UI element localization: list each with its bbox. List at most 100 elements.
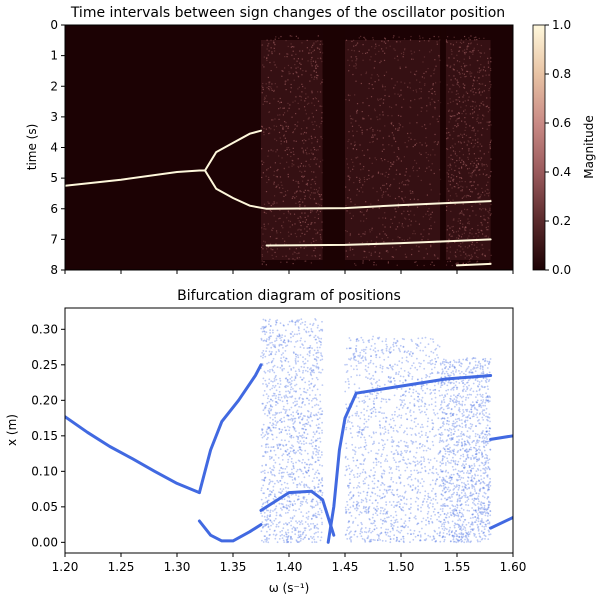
heatmap-speckle xyxy=(465,253,467,255)
heatmap-speckle xyxy=(420,91,422,93)
scatter-point xyxy=(288,426,291,429)
scatter-point xyxy=(270,380,273,382)
heatmap-speckle xyxy=(302,133,304,135)
scatter-point xyxy=(289,538,292,540)
heatmap-speckle xyxy=(364,250,366,253)
scatter-point xyxy=(360,463,363,466)
scatter-point xyxy=(266,538,268,540)
scatter-point xyxy=(280,475,283,478)
heatmap-speckle xyxy=(483,115,485,117)
heatmap-speckle xyxy=(311,142,313,144)
heatmap-speckle xyxy=(315,188,318,191)
scatter-point xyxy=(400,525,402,528)
scatter-point xyxy=(265,431,268,434)
heatmap-speckle xyxy=(311,92,313,94)
heatmap-speckle xyxy=(295,202,297,204)
scatter-point xyxy=(371,338,374,341)
heatmap-speckle xyxy=(488,192,490,194)
heatmap-speckle xyxy=(457,93,459,95)
scatter-point xyxy=(352,368,355,371)
scatter-point xyxy=(396,521,399,523)
heatmap-speckle xyxy=(283,107,285,109)
heatmap-speckle xyxy=(462,196,465,198)
scatter-point xyxy=(266,516,269,519)
scatter-point xyxy=(436,354,438,356)
heatmap-speckle xyxy=(370,56,372,58)
scatter-point xyxy=(483,449,486,452)
scatter-point xyxy=(402,509,405,512)
scatter-point xyxy=(364,458,366,460)
scatter-point xyxy=(291,531,294,533)
scatter-point xyxy=(440,504,442,507)
scatter-point xyxy=(282,356,285,359)
scatter-point xyxy=(438,532,441,535)
scatter-point xyxy=(281,503,284,506)
scatter-point xyxy=(345,508,347,511)
heatmap-speckle xyxy=(405,179,407,182)
heatmap-speckle xyxy=(278,218,280,220)
scatter-point xyxy=(290,382,293,385)
heatmap-speckle xyxy=(261,44,264,46)
heatmap-speckle xyxy=(433,254,436,256)
scatter-point xyxy=(298,332,301,335)
scatter-point xyxy=(303,425,306,428)
scatter-point xyxy=(305,483,308,486)
heatmap-speckle xyxy=(272,203,274,205)
scatter-point xyxy=(270,361,273,363)
scatter-point xyxy=(413,404,416,407)
heatmap-speckle xyxy=(384,42,387,44)
scatter-point xyxy=(310,382,313,385)
scatter-point xyxy=(410,497,412,500)
scatter-point xyxy=(298,368,300,371)
heatmap-speckle xyxy=(396,264,398,266)
scatter-point xyxy=(441,458,444,461)
scatter-point xyxy=(358,387,361,390)
scatter-point xyxy=(317,511,320,513)
scatter-point xyxy=(390,366,392,368)
scatter-point xyxy=(317,456,319,459)
scatter-point xyxy=(364,368,367,371)
scatter-point xyxy=(392,377,395,380)
scatter-point xyxy=(285,410,287,413)
scatter-point xyxy=(381,472,383,475)
scatter-point xyxy=(358,447,360,449)
heatmap-speckle xyxy=(314,192,316,194)
heatmap-speckle xyxy=(359,211,362,213)
scatter-point xyxy=(277,382,279,385)
scatter-point xyxy=(315,526,318,529)
heatmap-speckle xyxy=(376,236,378,238)
heatmap-speckle xyxy=(456,90,458,92)
heatmap-speckle xyxy=(396,55,399,57)
scatter-point xyxy=(474,360,477,363)
heatmap-speckle xyxy=(311,121,313,123)
scatter-point xyxy=(370,355,372,357)
scatter-point xyxy=(367,418,370,421)
scatter-point xyxy=(345,442,347,445)
scatter-point xyxy=(276,445,279,447)
scatter-point xyxy=(353,358,356,361)
scatter-point xyxy=(439,469,442,471)
scatter-point xyxy=(368,474,371,477)
heatmap-speckle xyxy=(490,140,492,143)
scatter-point xyxy=(311,463,313,466)
scatter-point xyxy=(284,385,286,388)
heatmap-speckle xyxy=(430,244,432,246)
scatter-point xyxy=(396,501,399,504)
scatter-point xyxy=(380,455,383,457)
heatmap-speckle xyxy=(457,230,459,232)
heatmap-speckle xyxy=(472,53,474,55)
scatter-point xyxy=(371,491,373,494)
scatter-point xyxy=(373,474,376,477)
heatmap-speckle xyxy=(401,181,404,183)
scatter-point xyxy=(421,434,423,436)
heatmap-speckle xyxy=(277,100,279,102)
scatter-point xyxy=(424,346,427,348)
heatmap-speckle xyxy=(290,155,292,158)
scatter-point xyxy=(316,502,319,504)
heatmap-speckle xyxy=(371,229,373,231)
scatter-point xyxy=(278,469,281,472)
scatter-point xyxy=(356,459,358,462)
scatter-point xyxy=(375,464,378,466)
heatmap-speckle xyxy=(289,213,292,215)
scatter-point xyxy=(288,506,291,508)
